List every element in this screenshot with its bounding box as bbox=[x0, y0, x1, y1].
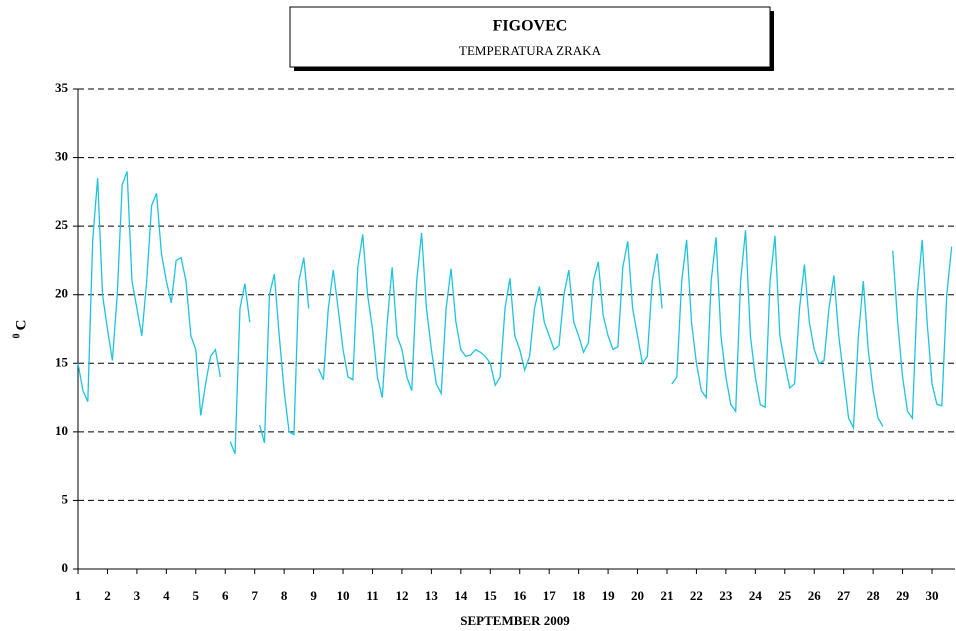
x-tick-label: 24 bbox=[749, 588, 763, 603]
x-tick-label: 25 bbox=[778, 588, 792, 603]
y-tick-label: 35 bbox=[55, 80, 69, 95]
x-tick-label: 13 bbox=[425, 588, 439, 603]
x-tick-label: 6 bbox=[222, 588, 229, 603]
x-tick-label: 8 bbox=[281, 588, 288, 603]
y-tick-label: 10 bbox=[55, 423, 68, 438]
x-tick-label: 1 bbox=[75, 588, 82, 603]
y-tick-label: 30 bbox=[55, 149, 68, 164]
x-tick-label: 14 bbox=[454, 588, 468, 603]
y-axis-label: C bbox=[13, 320, 29, 331]
x-tick-label: 11 bbox=[366, 588, 378, 603]
y-tick-label: 5 bbox=[62, 491, 69, 506]
x-tick-label: 12 bbox=[395, 588, 408, 603]
x-tick-label: 23 bbox=[719, 588, 733, 603]
title-box bbox=[289, 6, 771, 68]
x-tick-label: 9 bbox=[310, 588, 317, 603]
x-tick-label: 19 bbox=[602, 588, 616, 603]
x-tick-label: 7 bbox=[251, 588, 258, 603]
x-tick-label: 30 bbox=[926, 588, 939, 603]
y-axis-label-group: 0 C bbox=[11, 320, 29, 339]
y-tick-label: 0 bbox=[62, 560, 69, 575]
x-tick-label: 15 bbox=[484, 588, 498, 603]
x-tick-label: 10 bbox=[337, 588, 350, 603]
y-tick-label: 20 bbox=[55, 286, 68, 301]
x-tick-label: 16 bbox=[513, 588, 527, 603]
x-tick-label: 21 bbox=[660, 588, 673, 603]
x-tick-label: 4 bbox=[163, 588, 170, 603]
x-axis-label: SEPTEMBER 2009 bbox=[460, 613, 570, 628]
x-tick-label: 28 bbox=[867, 588, 881, 603]
chart-title: FIGOVEC bbox=[493, 18, 568, 35]
x-tick-label: 26 bbox=[808, 588, 822, 603]
x-tick-label: 2 bbox=[104, 588, 111, 603]
y-tick-label: 15 bbox=[55, 354, 69, 369]
x-tick-label: 29 bbox=[896, 588, 910, 603]
x-tick-label: 18 bbox=[572, 588, 586, 603]
x-tick-label: 27 bbox=[837, 588, 851, 603]
x-tick-label: 22 bbox=[690, 588, 703, 603]
y-tick-label: 25 bbox=[55, 217, 69, 232]
x-tick-label: 3 bbox=[134, 588, 141, 603]
y-axis-label-sup: 0 bbox=[11, 334, 22, 339]
x-tick-label: 5 bbox=[193, 588, 200, 603]
chart-subtitle: TEMPERATURA ZRAKA bbox=[459, 43, 602, 58]
x-tick-label: 20 bbox=[631, 588, 644, 603]
x-tick-label: 17 bbox=[543, 588, 557, 603]
temperature-line bbox=[77, 171, 953, 455]
